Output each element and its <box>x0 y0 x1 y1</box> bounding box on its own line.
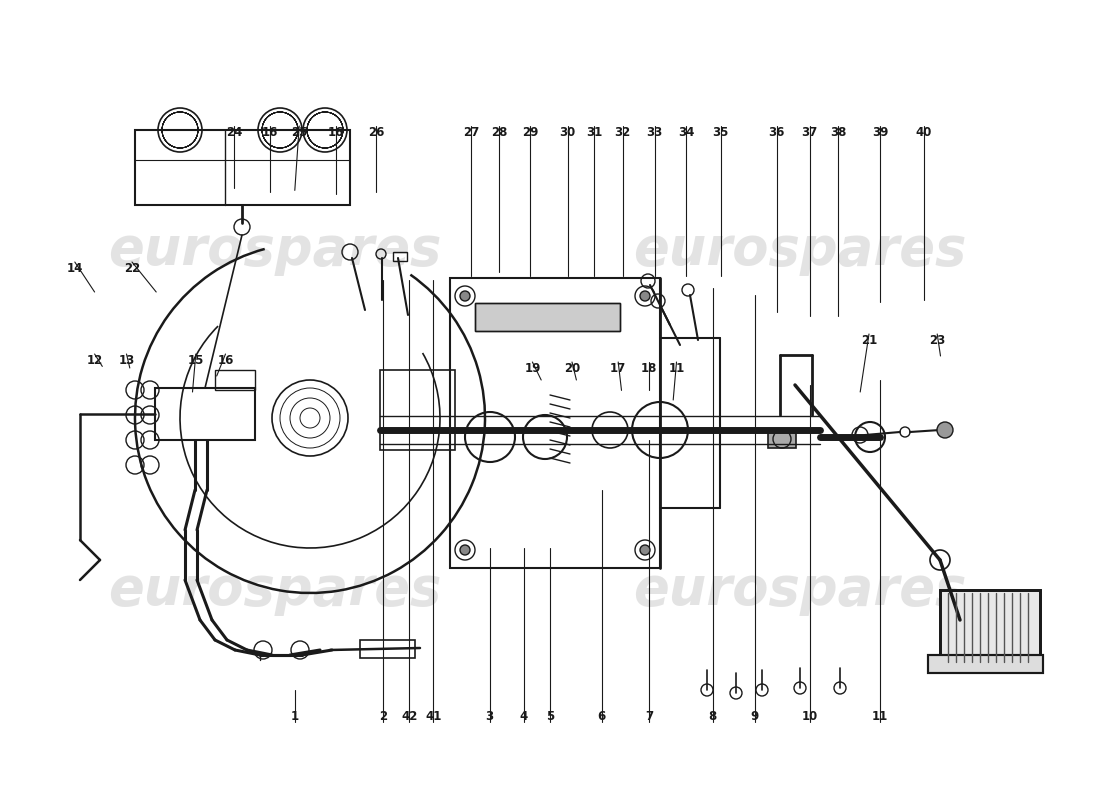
Bar <box>940 590 1040 665</box>
Text: 16: 16 <box>218 354 233 366</box>
Circle shape <box>937 422 953 438</box>
Text: 15: 15 <box>188 354 204 366</box>
Bar <box>393 252 407 261</box>
Text: eurospares: eurospares <box>108 224 442 276</box>
Bar <box>928 655 1043 673</box>
Text: 18: 18 <box>641 362 657 374</box>
Text: 24: 24 <box>227 126 242 138</box>
Text: 29: 29 <box>522 126 538 138</box>
Text: 32: 32 <box>615 126 630 138</box>
Bar <box>155 388 255 440</box>
Text: 25: 25 <box>292 126 307 138</box>
Text: 16: 16 <box>328 126 343 138</box>
Bar <box>450 278 660 568</box>
Text: 21: 21 <box>861 334 877 346</box>
Text: 13: 13 <box>119 354 134 366</box>
Text: 22: 22 <box>124 262 140 274</box>
Text: 31: 31 <box>586 126 602 138</box>
Bar <box>214 370 255 390</box>
Text: 7: 7 <box>645 710 653 722</box>
Text: 9: 9 <box>750 710 759 722</box>
Text: eurospares: eurospares <box>634 564 967 616</box>
Text: 30: 30 <box>560 126 575 138</box>
Text: 8: 8 <box>708 710 717 722</box>
Text: 12: 12 <box>87 354 102 366</box>
Text: 11: 11 <box>669 362 684 374</box>
Circle shape <box>640 545 650 555</box>
Circle shape <box>460 291 470 301</box>
Text: 20: 20 <box>564 362 580 374</box>
Text: 17: 17 <box>610 362 626 374</box>
Bar <box>475 303 620 331</box>
Text: 33: 33 <box>647 126 662 138</box>
Text: 34: 34 <box>679 126 694 138</box>
Circle shape <box>640 291 650 301</box>
Bar <box>940 590 1040 665</box>
Text: 6: 6 <box>597 710 606 722</box>
Circle shape <box>460 545 470 555</box>
Bar <box>135 130 350 205</box>
Text: 28: 28 <box>492 126 507 138</box>
Bar <box>768 430 796 448</box>
Text: 16: 16 <box>262 126 277 138</box>
Text: 37: 37 <box>802 126 817 138</box>
Text: 1: 1 <box>290 710 299 722</box>
Text: 41: 41 <box>426 710 441 722</box>
Text: 40: 40 <box>916 126 932 138</box>
Bar <box>379 370 455 450</box>
Text: eurospares: eurospares <box>108 564 442 616</box>
Text: 2: 2 <box>378 710 387 722</box>
Text: 19: 19 <box>525 362 540 374</box>
Text: 11: 11 <box>872 710 888 722</box>
Text: 35: 35 <box>713 126 728 138</box>
Text: 36: 36 <box>769 126 784 138</box>
Bar <box>360 640 415 658</box>
Text: 42: 42 <box>402 710 417 722</box>
Text: 39: 39 <box>872 126 888 138</box>
Bar <box>475 303 620 331</box>
Text: 14: 14 <box>67 262 82 274</box>
Text: 27: 27 <box>463 126 478 138</box>
Text: 38: 38 <box>830 126 846 138</box>
Text: 26: 26 <box>368 126 384 138</box>
Bar <box>928 655 1043 673</box>
Text: 10: 10 <box>802 710 817 722</box>
Text: 23: 23 <box>930 334 945 346</box>
Text: 5: 5 <box>546 710 554 722</box>
Text: 4: 4 <box>519 710 528 722</box>
Text: eurospares: eurospares <box>634 224 967 276</box>
Text: 3: 3 <box>485 710 494 722</box>
